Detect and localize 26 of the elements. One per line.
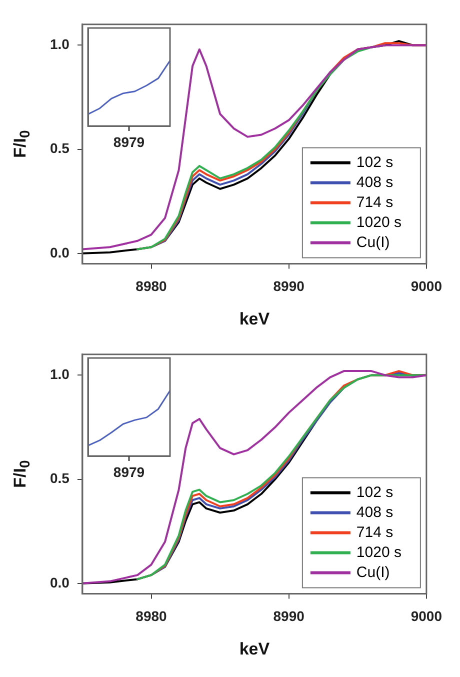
x-tick-label: 8990 — [273, 608, 305, 624]
y-tick-label: 1.0 — [50, 36, 70, 52]
y-tick-label: 0.0 — [50, 574, 70, 590]
legend-label: 1020 s — [356, 214, 402, 231]
x-tick-label: 8980 — [136, 608, 168, 624]
legend-label: 408 s — [356, 174, 394, 191]
legend-label: Cu(I) — [356, 234, 390, 251]
x-axis-title: keV — [239, 639, 270, 658]
legend-label: 714 s — [356, 194, 394, 211]
annotation: 8979 — [114, 134, 146, 150]
x-tick-label: 9000 — [410, 278, 442, 294]
x-tick-label: 9000 — [410, 608, 442, 624]
x-tick-label: 8980 — [136, 278, 168, 294]
annotation: 8979 — [114, 464, 146, 480]
x-axis-title: keV — [239, 309, 270, 328]
x-tick-label: 8990 — [273, 278, 305, 294]
legend-label: 1020 s — [356, 544, 402, 561]
legend-label: Cu(I) — [356, 564, 390, 581]
legend-label: 102 s — [356, 484, 394, 501]
y-tick-label: 0.0 — [50, 244, 70, 260]
y-tick-label: 0.5 — [50, 470, 70, 486]
legend-label: 102 s — [356, 154, 394, 171]
legend-label: 408 s — [356, 504, 394, 521]
legend-label: 714 s — [356, 524, 394, 541]
y-tick-label: 1.0 — [50, 366, 70, 382]
y-tick-label: 0.5 — [50, 140, 70, 156]
